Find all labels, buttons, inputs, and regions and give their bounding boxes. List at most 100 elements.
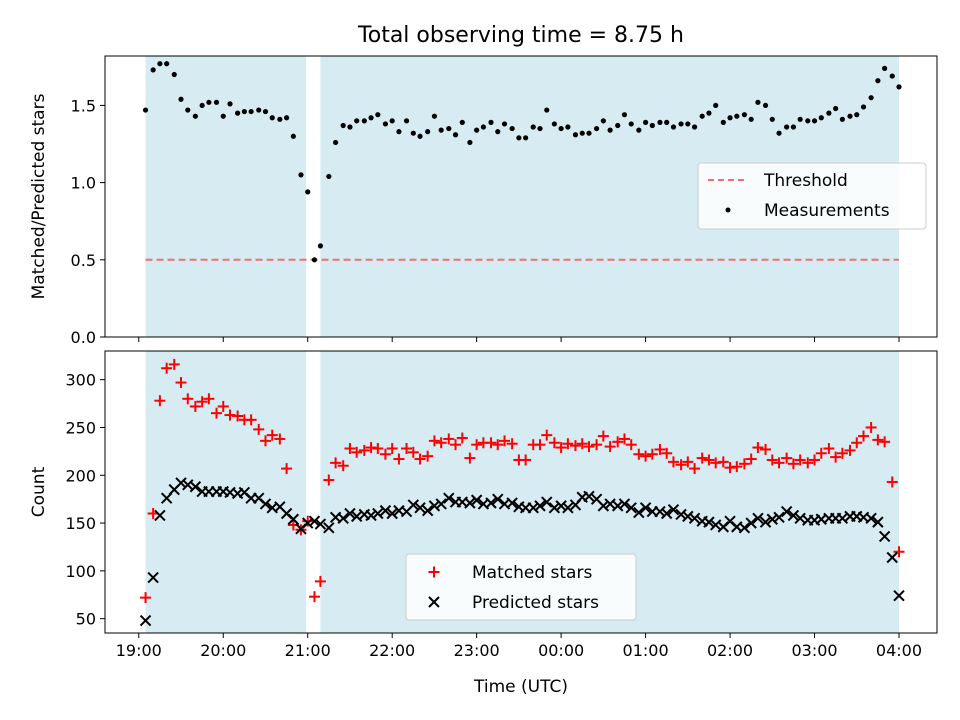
- measurement-point: [670, 124, 677, 130]
- measurement-point: [628, 121, 634, 127]
- x-tick-label: 04:00: [876, 641, 922, 660]
- predicted-star-point: [541, 496, 553, 508]
- matched-star-point: [787, 458, 799, 470]
- predicted-star-point: [464, 497, 476, 509]
- matched-star-point: [393, 453, 405, 465]
- matched-star-point: [654, 443, 666, 455]
- measurement-point: [607, 127, 613, 133]
- ratio-legend: Threshold Measurements: [697, 162, 927, 230]
- measurement-point: [558, 125, 564, 132]
- predicted-star-point: [435, 498, 447, 510]
- predicted-star-point: [738, 522, 751, 534]
- measurement-point: [220, 113, 226, 119]
- matched-star-point: [281, 463, 293, 475]
- measurement-point: [509, 125, 515, 132]
- measurement-point: [382, 121, 389, 127]
- measurement-point: [579, 130, 585, 136]
- predicted-star-point: [583, 490, 595, 503]
- matched-star-point: [520, 454, 532, 466]
- ratio-legend-box: [697, 162, 927, 230]
- matched-star-point: [738, 458, 750, 470]
- measurement-point: [192, 113, 198, 119]
- predicted-star-point: [323, 522, 335, 534]
- matched-star-point: [548, 437, 560, 449]
- predicted-star-point: [175, 477, 187, 489]
- predicted-star-point: [688, 512, 701, 524]
- measurement-point: [530, 124, 536, 130]
- matched-star-point: [781, 452, 793, 464]
- x-tick-label: 22:00: [369, 641, 415, 660]
- matched-star-point: [562, 438, 574, 450]
- measurement-point: [241, 108, 247, 115]
- measurement-point: [389, 118, 395, 124]
- x-tick-label: 20:00: [200, 641, 246, 660]
- measurement-point: [621, 112, 628, 118]
- predicted-star-point: [443, 492, 455, 504]
- matched-star-point: [576, 438, 588, 450]
- matched-star-point: [161, 362, 173, 374]
- matched-star-point: [259, 435, 271, 447]
- predicted-star-point: [259, 498, 272, 510]
- matched-star-point: [569, 440, 581, 452]
- matched-star-point: [682, 456, 694, 468]
- matched-star-point: [471, 439, 483, 451]
- predicted-star-point: [787, 509, 800, 522]
- predicted-star-point: [485, 497, 497, 509]
- measurement-point: [290, 133, 296, 139]
- legend-x-mark: [428, 596, 440, 608]
- matched-star-point: [893, 546, 905, 558]
- measurement-point: [593, 125, 600, 132]
- measurement-point: [685, 121, 691, 127]
- measurement-point: [459, 119, 465, 125]
- matched-star-point: [597, 430, 609, 442]
- measurement-point: [537, 125, 543, 132]
- matched-star-point: [815, 447, 827, 459]
- measurement-point: [818, 115, 824, 121]
- matched-star-point: [274, 433, 286, 445]
- measurement-point: [720, 119, 726, 125]
- measurement-point: [298, 172, 304, 178]
- matched-star-point: [865, 421, 877, 433]
- measurement-point: [431, 113, 438, 119]
- measurement-point: [882, 65, 888, 71]
- measurement-point: [417, 133, 423, 139]
- measurement-point: [227, 101, 233, 107]
- measurement-point: [875, 78, 881, 84]
- measurement-point: [805, 118, 811, 124]
- matched-star-point: [640, 450, 652, 462]
- measurement-point: [157, 61, 163, 67]
- matched-star-point: [534, 439, 546, 451]
- measurement-point: [326, 173, 332, 180]
- matched-star-point: [168, 358, 180, 370]
- observing-interval-1: [145, 351, 307, 633]
- predicted-star-point: [386, 507, 398, 520]
- matched-star-point: [591, 439, 603, 451]
- measurement-point: [551, 121, 557, 127]
- matched-star-point: [675, 459, 687, 471]
- measurement-point: [706, 110, 712, 116]
- measurement-point: [305, 189, 311, 195]
- matched-star-point: [731, 461, 743, 473]
- predicted-star-point: [612, 500, 624, 512]
- matched-star-point: [253, 423, 265, 435]
- measurement-point: [474, 127, 480, 133]
- measurement-point: [347, 124, 353, 130]
- predicted-star-point: [759, 516, 772, 528]
- matched-star-point: [330, 457, 342, 469]
- predicted-star-point: [618, 498, 631, 510]
- measurement-point: [403, 118, 410, 124]
- matched-star-point: [407, 446, 419, 458]
- y-tick-label: 50: [76, 610, 96, 629]
- matched-star-point: [752, 442, 764, 454]
- predicted-star-point: [703, 516, 715, 528]
- matched-star-point: [541, 429, 553, 441]
- measurement-point: [664, 119, 670, 125]
- matched-star-point: [618, 433, 630, 445]
- matched-star-point: [823, 443, 835, 455]
- y-tick-label: 300: [65, 371, 96, 390]
- measurement-point: [375, 112, 381, 118]
- predicted-star-point: [745, 517, 757, 529]
- measurement-point: [833, 105, 839, 112]
- matched-star-point: [872, 434, 884, 446]
- matched-star-point: [858, 430, 870, 442]
